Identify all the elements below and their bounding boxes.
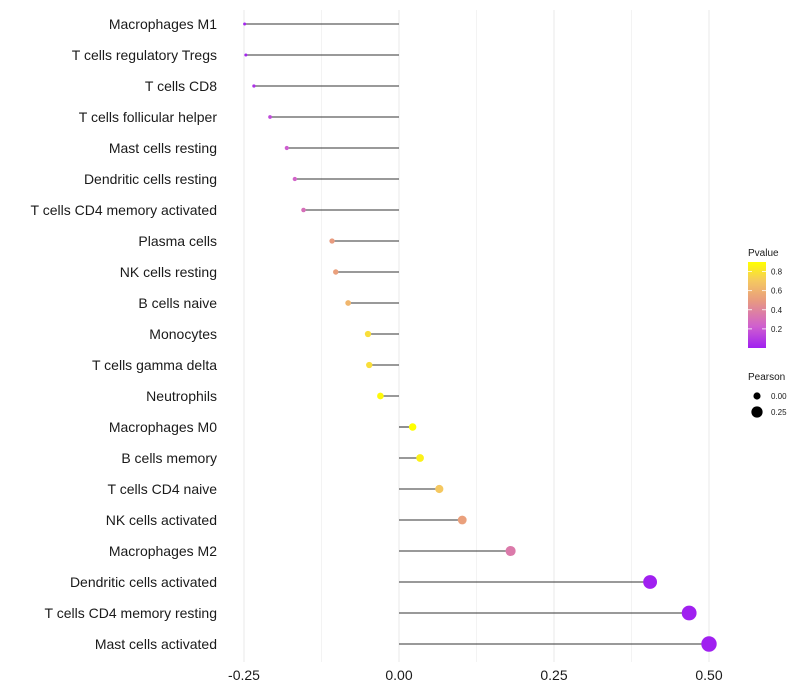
data-point [505,545,516,557]
x-tick-labels: -0.25 0.00 0.25 0.50 [228,667,723,683]
data-point [643,575,658,589]
legend-pvalue-tick-label: 0.6 [771,287,783,296]
data-point [329,238,335,244]
data-point [244,53,248,57]
category-label: NK cells activated [106,512,217,528]
legend-pearson-label: 0.00 [771,392,787,401]
x-tick-label: -0.25 [228,667,260,683]
data-point [284,145,289,151]
category-label: Mast cells resting [109,140,217,156]
data-point [457,515,467,525]
data-point [268,115,272,119]
category-label: B cells memory [121,450,217,466]
data-point [435,484,444,494]
category-label: T cells gamma delta [92,357,217,373]
category-label: Monocytes [149,326,217,342]
category-label: T cells CD8 [145,78,217,94]
x-tick-label: 0.00 [385,667,412,683]
category-label: Macrophages M2 [109,543,217,559]
data-point [377,392,384,400]
category-label: T cells follicular helper [79,109,218,125]
legend-pvalue-tick-label: 0.8 [771,268,783,277]
legend-pvalue: Pvalue 0.2 0.4 0.6 0.8 [748,248,783,348]
category-label: NK cells resting [120,264,217,280]
points [243,22,717,652]
legend-pvalue-tick-label: 0.4 [771,306,783,315]
legend-pvalue-tick-label: 0.2 [771,325,783,334]
data-point [333,269,339,275]
category-label: T cells CD4 naive [108,481,218,497]
category-label: Neutrophils [146,388,217,404]
category-label: Plasma cells [138,233,217,249]
legend-pearson-title: Pearson [748,372,785,383]
grid-lines [243,10,710,662]
category-labels: Macrophages M1 T cells regulatory Tregs T … [31,16,218,652]
data-point [408,423,417,431]
legend-pvalue-colorbar [748,262,766,348]
x-tick-label: 0.25 [540,667,567,683]
data-point [301,207,306,213]
legend-pearson: Pearson 0.00 0.25 [748,372,787,418]
category-label: T cells CD4 memory activated [31,202,217,218]
legend-pearson-label: 0.25 [771,408,787,417]
category-label: B cells naive [138,295,217,311]
category-label: Macrophages M1 [109,16,217,32]
legend-pearson-key [753,392,761,400]
data-point [292,176,298,182]
data-point [416,454,424,462]
x-tick-label: 0.50 [695,667,722,683]
category-label: Macrophages M0 [109,419,217,435]
category-label: Dendritic cells activated [70,574,217,590]
stems [244,23,709,645]
data-point [243,22,247,26]
category-label: Mast cells activated [95,636,217,652]
legend-pearson-key [751,406,763,418]
category-label: T cells regulatory Tregs [72,47,217,63]
data-point [366,361,373,369]
data-point [345,300,352,306]
legend-pvalue-title: Pvalue [748,248,779,259]
data-point [701,636,717,652]
category-label: Dendritic cells resting [84,171,217,187]
category-label: T cells CD4 memory resting [45,605,217,621]
data-point [364,330,372,338]
data-point [252,84,256,88]
data-point [681,605,697,621]
